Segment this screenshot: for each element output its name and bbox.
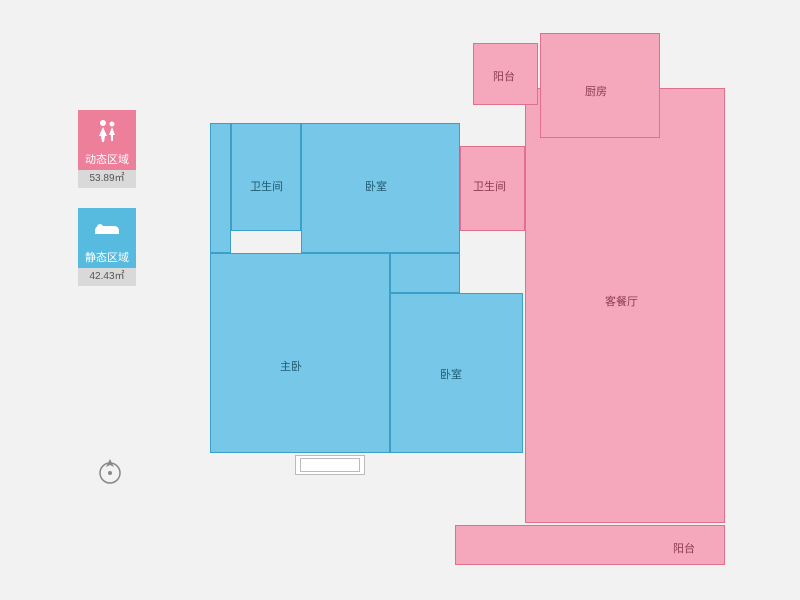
balcony-step-1 (300, 458, 360, 472)
legend-static-label: 静态区域 (78, 248, 136, 268)
room-label-kitchen: 厨房 (585, 83, 607, 99)
legend-item-static: 静态区域 42.43㎡ (78, 208, 136, 286)
sleep-icon (78, 208, 136, 248)
room-label-master: 主卧 (280, 358, 302, 374)
room-dressing (210, 123, 231, 253)
room-label-bed1: 卧室 (365, 178, 387, 194)
legend-dynamic-value: 53.89㎡ (78, 170, 136, 188)
room-label-living: 客餐厅 (605, 293, 638, 309)
room-label-bath1: 卫生间 (250, 178, 283, 194)
legend-item-dynamic: 动态区域 53.89㎡ (78, 110, 136, 188)
legend: 动态区域 53.89㎡ 静态区域 42.43㎡ (78, 110, 136, 306)
roof-notch (660, 28, 740, 68)
legend-dynamic-label: 动态区域 (78, 150, 136, 170)
room-master (210, 253, 390, 453)
floorplan: 客餐厅厨房阳台卫生间阳台卫生间卧室主卧卧室 (205, 28, 765, 568)
room-label-balcony-s: 阳台 (673, 540, 695, 556)
room-bath1 (231, 123, 301, 231)
room-label-bath2: 卫生间 (473, 178, 506, 194)
legend-static-value: 42.43㎡ (78, 268, 136, 286)
room-label-balcony-n: 阳台 (493, 68, 515, 84)
room-hall (390, 253, 460, 293)
room-label-bed2: 卧室 (440, 366, 462, 382)
people-icon (78, 110, 136, 150)
compass-icon (95, 456, 125, 491)
